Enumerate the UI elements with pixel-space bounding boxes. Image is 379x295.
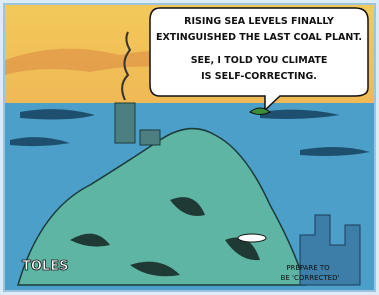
cartoon: RISING SEA LEVELS FINALLY EXTINGUISHED T… [0, 0, 379, 295]
bubble-line: SEE, I TOLD YOU CLIMATE [191, 55, 328, 66]
caption-line: BE 'CORRECTED' [281, 274, 340, 282]
bubble-line: EXTINGUISHED THE LAST COAL PLANT. [156, 32, 362, 43]
coal-plant-tower [115, 103, 135, 143]
caption-line: PREPARE TO [286, 264, 330, 272]
signature: TOLES [22, 259, 68, 274]
bubble-line: RISING SEA LEVELS FINALLY [184, 16, 334, 27]
bubble-line: IS SELF-CORRECTING. [201, 71, 317, 82]
coal-plant-building [140, 130, 160, 145]
boat [238, 234, 266, 242]
page: RISING SEA LEVELS FINALLY EXTINGUISHED T… [0, 0, 379, 295]
